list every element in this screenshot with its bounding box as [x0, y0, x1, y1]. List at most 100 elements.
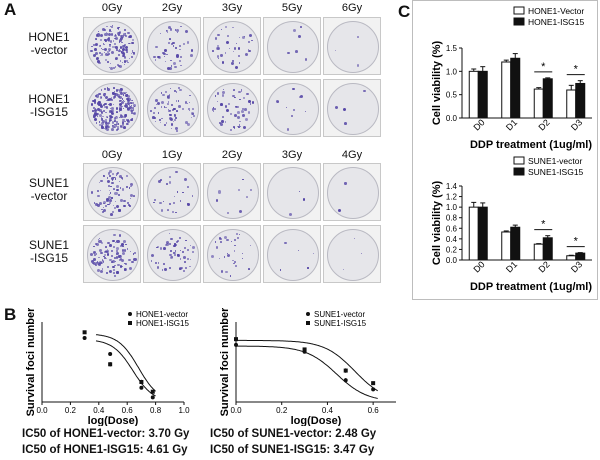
colony-dot	[173, 119, 176, 122]
colony-dot	[93, 202, 96, 205]
y-tick-label: 0.0	[446, 256, 458, 265]
colony-dot	[166, 31, 168, 33]
colony-dot	[107, 37, 110, 41]
colony-dot	[110, 249, 113, 252]
colony-dot	[108, 98, 111, 101]
colony-dot	[178, 267, 181, 270]
petri-plate	[267, 167, 319, 219]
colony-dot	[126, 107, 129, 110]
colony-dot	[101, 118, 103, 120]
colony-dot	[154, 120, 156, 122]
colony-dot	[93, 101, 97, 104]
colony-dot	[131, 41, 134, 45]
colony-dot	[129, 185, 132, 188]
culture-dish	[203, 79, 261, 137]
colony-dot	[161, 92, 163, 94]
colony-dot	[99, 249, 103, 253]
colony-dot	[124, 262, 127, 265]
colony-dot	[241, 257, 244, 260]
colony-dot	[123, 55, 127, 59]
colony-dot	[241, 110, 245, 114]
colony-dot	[216, 44, 220, 48]
colony-dot	[103, 38, 107, 41]
colony-dot	[119, 100, 122, 103]
data-point	[371, 381, 376, 386]
culture-dish	[203, 225, 261, 283]
colony-dot	[130, 183, 134, 187]
colony-dot	[213, 108, 216, 110]
colony-dot	[108, 47, 112, 51]
colony-dot	[118, 54, 121, 57]
data-point	[82, 330, 87, 335]
colony-dot	[242, 107, 245, 110]
colony-dot	[109, 120, 111, 122]
colony-dot	[164, 60, 167, 62]
colony-dot	[108, 199, 112, 203]
colony-dot	[119, 108, 123, 112]
colony-dot	[122, 178, 124, 180]
colony-dot	[186, 248, 190, 252]
colony-dot	[217, 100, 219, 102]
colony-dot	[130, 109, 134, 113]
petri-plate	[207, 229, 259, 281]
data-point	[150, 389, 155, 394]
colony-dot	[124, 92, 126, 94]
colony-dot	[110, 25, 112, 28]
colony-dot	[104, 128, 106, 130]
colony-dot	[93, 44, 95, 46]
colony-dot	[98, 92, 101, 96]
colony-dot	[179, 49, 181, 51]
colony-dot	[187, 108, 190, 111]
colony-dot	[100, 251, 103, 255]
colony-dot	[120, 176, 123, 179]
colony-dot	[96, 33, 100, 37]
colony-dot	[221, 94, 225, 97]
colony-dot	[217, 190, 221, 194]
colony-dot	[357, 35, 359, 38]
colony-dot	[94, 48, 98, 51]
colony-dot	[105, 41, 107, 43]
colony-dot	[100, 179, 103, 183]
colony-dot	[114, 177, 117, 180]
colony-dot	[118, 209, 121, 212]
colony-dot	[109, 170, 112, 173]
y-tick-label: 0.5	[446, 91, 458, 100]
colony-dot	[185, 239, 187, 241]
colony-dot	[225, 121, 227, 123]
colony-dot	[124, 61, 126, 63]
colony-dot	[286, 128, 290, 131]
colony-dot	[110, 97, 112, 99]
culture-dish	[323, 17, 381, 75]
significance-star: *	[541, 61, 546, 73]
colony-dot	[95, 264, 98, 267]
colony-dot	[111, 116, 114, 119]
colony-dot	[172, 45, 175, 47]
colony-dot	[109, 175, 112, 178]
colony-dot	[165, 122, 168, 124]
colony-dot	[133, 112, 137, 116]
colony-dot	[216, 92, 220, 96]
colony-dot	[110, 51, 114, 55]
colony-dot	[114, 93, 118, 97]
colony-dot	[105, 111, 107, 113]
colony-dot	[131, 117, 134, 120]
colony-dot	[117, 172, 120, 175]
bar	[510, 57, 521, 119]
colony-dot	[132, 195, 135, 197]
colony-dot	[229, 112, 233, 116]
colony-dot	[248, 34, 252, 38]
colony-dot	[166, 67, 171, 71]
bar	[575, 252, 586, 261]
colony-dot	[111, 107, 114, 111]
colony-dot	[104, 256, 107, 259]
colony-dot	[117, 127, 120, 130]
colony-dot	[233, 239, 236, 241]
colony-dot	[114, 206, 117, 209]
colony-dot	[238, 62, 241, 64]
colony-dot	[216, 55, 220, 58]
colony-dot	[173, 107, 177, 111]
colony-dot	[107, 123, 110, 126]
colony-dot	[101, 97, 103, 99]
colony-dot	[108, 269, 112, 273]
colony-dot	[184, 261, 187, 264]
